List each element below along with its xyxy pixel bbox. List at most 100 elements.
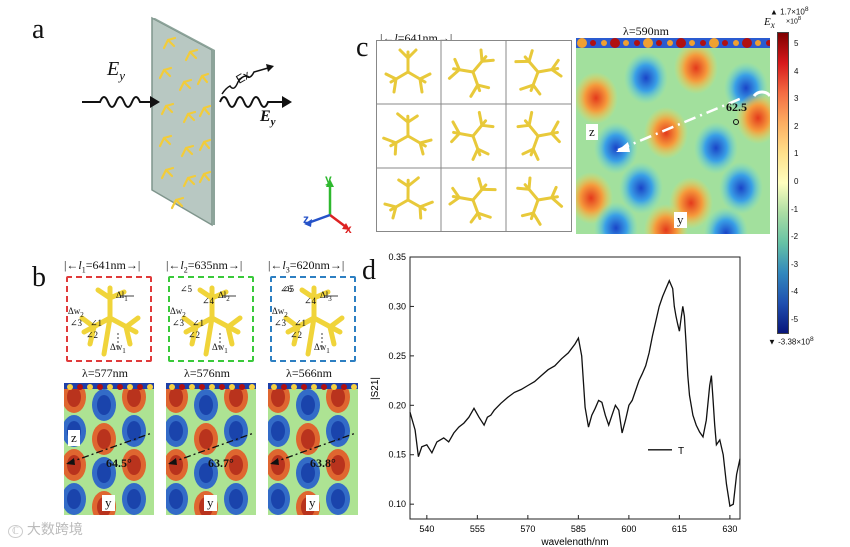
- panel-letter-a: a: [32, 14, 45, 45]
- lambda-label-3: λ=566nm: [286, 366, 332, 380]
- unit-antenna: [450, 110, 495, 161]
- panel-c-arrowhead: [616, 142, 630, 152]
- unit-antenna: [383, 176, 434, 220]
- unit-cell-3: [270, 276, 356, 362]
- colorbar-tick: 0: [794, 177, 799, 186]
- incident-arrow: [150, 96, 160, 108]
- x-tick-label: 540: [419, 524, 434, 534]
- cell-1-delta-l: Δl1: [116, 290, 128, 303]
- plot-frame: [409, 256, 741, 520]
- lambda-label-2: λ=576nm: [184, 366, 230, 380]
- colorbar-tick: 4: [794, 66, 799, 76]
- field-coldspot: [594, 202, 638, 234]
- unit-cell-antenna-1: [79, 285, 141, 357]
- field-coldspot: [594, 122, 638, 174]
- colorbar: [777, 32, 789, 334]
- colorbar-tick: 2: [794, 121, 799, 131]
- x-tick-label: 585: [571, 524, 586, 534]
- axis-z-label: z: [303, 212, 309, 226]
- cell-1-delta-w1: Δw1: [110, 342, 126, 355]
- cell-3-delta-l: Δl3: [320, 290, 332, 303]
- converted-arrow: [266, 64, 274, 72]
- panel-a-illustration: [82, 16, 350, 230]
- incident-wave: [82, 96, 150, 108]
- field-coldspot: [619, 162, 663, 214]
- surface-hotspot: [766, 40, 770, 46]
- field-map-1: [64, 383, 154, 515]
- panel-c-y-label: y: [674, 212, 687, 228]
- colorbar-tick: 1: [794, 149, 799, 159]
- surface-hotspot: [667, 40, 673, 46]
- surface-hotspot: [722, 40, 728, 46]
- unit-antenna: [447, 48, 495, 98]
- panel-c-z-label: z: [586, 124, 598, 140]
- cell-3-delta-w1: Δw1: [314, 342, 330, 355]
- cell-2-delta-w1: Δw1: [212, 342, 228, 355]
- panel-c-field-map: [576, 38, 770, 234]
- unit-antenna: [516, 110, 561, 161]
- unit-antenna: [382, 112, 433, 156]
- slab-side: [212, 50, 215, 225]
- series-line-T: [409, 279, 741, 508]
- unit-cell-1: [66, 276, 152, 362]
- field-map-2: [166, 383, 256, 515]
- y-tick-label: 0.25: [388, 351, 406, 361]
- cell-3-delta-w2: Δw2: [272, 306, 288, 319]
- surface-hotspot: [755, 40, 761, 46]
- cell-2-delta-w2: Δw2: [170, 306, 186, 319]
- colorbar-tick: -4: [791, 287, 799, 297]
- period-label-3: |←l3=620nm→|: [268, 258, 345, 275]
- metasurface-slab: [151, 16, 213, 227]
- y-tick-label: 0.35: [388, 252, 406, 262]
- cell-3-angle-5: ∠5: [282, 284, 295, 294]
- unit-cell-antenna-3: [283, 285, 345, 357]
- surface-hotspot: [733, 40, 739, 46]
- field-hotspot: [576, 72, 618, 124]
- panel-letter-c: c: [356, 32, 369, 63]
- surface-hotspot: [689, 40, 695, 46]
- axis-y-label: y: [325, 172, 332, 186]
- watermark: ℂ 大数跨境: [8, 519, 83, 539]
- field-coldspot: [694, 122, 738, 174]
- panel-c-marker: [733, 119, 739, 125]
- transmitted-arrow: [282, 96, 292, 108]
- period-label-2: |←l2=635nm→|: [166, 258, 243, 275]
- cell-2-angle-2: ∠2: [188, 330, 201, 340]
- unit-antenna: [448, 177, 497, 224]
- axis-x-label: x: [345, 222, 352, 236]
- cell-3-angle-6: ∠6: [280, 284, 293, 294]
- field-coldspot: [624, 52, 668, 104]
- angle-label-2: 63.7°: [208, 456, 234, 470]
- x-tick-label: 615: [672, 524, 687, 534]
- y-tick-label: 0.15: [388, 450, 406, 460]
- panel-letter-b: b: [32, 262, 46, 293]
- x-tick-label: 600: [621, 524, 636, 534]
- cell-1-angle-1: ∠1: [90, 318, 103, 328]
- field-coldspot: [719, 162, 763, 214]
- surface-hotspot: [643, 38, 653, 48]
- cell-3-angle-1: ∠1: [294, 318, 307, 328]
- unit-cell-2: [168, 276, 254, 362]
- y-label-2: y: [204, 495, 217, 511]
- transmitted-wave: [219, 96, 282, 108]
- cell-3-angle-4: ∠4: [304, 296, 317, 306]
- panel-c-angle: 62.5: [726, 100, 747, 114]
- surface-hotspot: [623, 40, 629, 46]
- y-axis-label: |S21|: [370, 377, 381, 400]
- surface-hotspot: [601, 40, 607, 46]
- y-tick-label: 0.20: [388, 400, 406, 410]
- cell-1-angle-3: ∠3: [70, 318, 83, 328]
- colorbar-max: ▲ 1.7×108: [770, 6, 809, 17]
- surface-hotspot: [656, 40, 662, 46]
- transmission-chart: 540 555 570 585 600 615 630 0.10 0.15 0.20 0.25 0.3…: [370, 252, 741, 545]
- x-tick-label: 570: [520, 524, 535, 534]
- surface-hotspot: [634, 40, 640, 46]
- cell-1-delta-w2: Δw2: [68, 306, 84, 319]
- surface-hotspot: [590, 40, 596, 46]
- period-label-1: |←l1=641nm→|: [64, 258, 141, 275]
- slab-edge: [152, 18, 215, 50]
- y-label-3: y: [306, 495, 319, 511]
- y-label-1: y: [102, 495, 115, 511]
- axes-glyph: [304, 179, 350, 230]
- surface-hotspot: [742, 38, 752, 48]
